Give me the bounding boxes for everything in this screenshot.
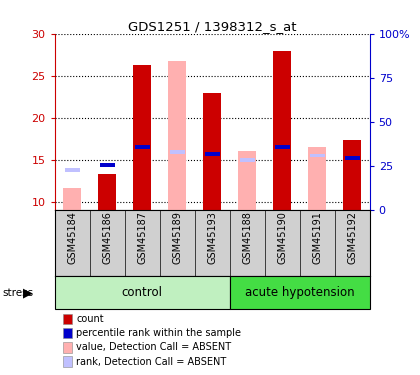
Bar bbox=[63, 188, 81, 210]
Bar bbox=[239, 151, 256, 210]
Bar bbox=[345, 156, 360, 160]
Text: GSM45189: GSM45189 bbox=[172, 211, 182, 264]
Bar bbox=[170, 150, 184, 154]
Text: rank, Detection Call = ABSENT: rank, Detection Call = ABSENT bbox=[76, 357, 227, 366]
Text: ▶: ▶ bbox=[23, 286, 32, 299]
Bar bbox=[135, 145, 150, 149]
Text: value, Detection Call = ABSENT: value, Detection Call = ABSENT bbox=[76, 342, 231, 352]
Bar bbox=[273, 51, 291, 210]
Bar bbox=[134, 65, 151, 210]
Text: GSM45192: GSM45192 bbox=[347, 211, 357, 264]
Bar bbox=[100, 163, 115, 166]
Text: percentile rank within the sample: percentile rank within the sample bbox=[76, 328, 241, 338]
Bar bbox=[344, 140, 361, 210]
Text: GSM45186: GSM45186 bbox=[102, 211, 112, 264]
Text: acute hypotension: acute hypotension bbox=[245, 286, 354, 299]
Bar bbox=[275, 145, 289, 149]
Bar bbox=[205, 152, 220, 156]
Bar bbox=[65, 168, 79, 172]
Bar bbox=[240, 158, 255, 162]
Bar bbox=[230, 276, 370, 309]
Text: GSM45187: GSM45187 bbox=[137, 211, 147, 264]
Bar bbox=[203, 93, 221, 210]
Text: GSM45193: GSM45193 bbox=[207, 211, 217, 264]
Text: GSM45188: GSM45188 bbox=[242, 211, 252, 264]
Title: GDS1251 / 1398312_s_at: GDS1251 / 1398312_s_at bbox=[128, 20, 297, 33]
Bar bbox=[308, 147, 326, 210]
Text: GSM45190: GSM45190 bbox=[277, 211, 287, 264]
Text: GSM45191: GSM45191 bbox=[312, 211, 322, 264]
Bar bbox=[168, 61, 186, 210]
Text: GSM45184: GSM45184 bbox=[67, 211, 77, 264]
Bar bbox=[310, 153, 325, 158]
Bar bbox=[98, 174, 116, 210]
Bar bbox=[55, 276, 230, 309]
Text: control: control bbox=[122, 286, 163, 299]
Text: stress: stress bbox=[2, 288, 33, 297]
Text: count: count bbox=[76, 314, 104, 324]
